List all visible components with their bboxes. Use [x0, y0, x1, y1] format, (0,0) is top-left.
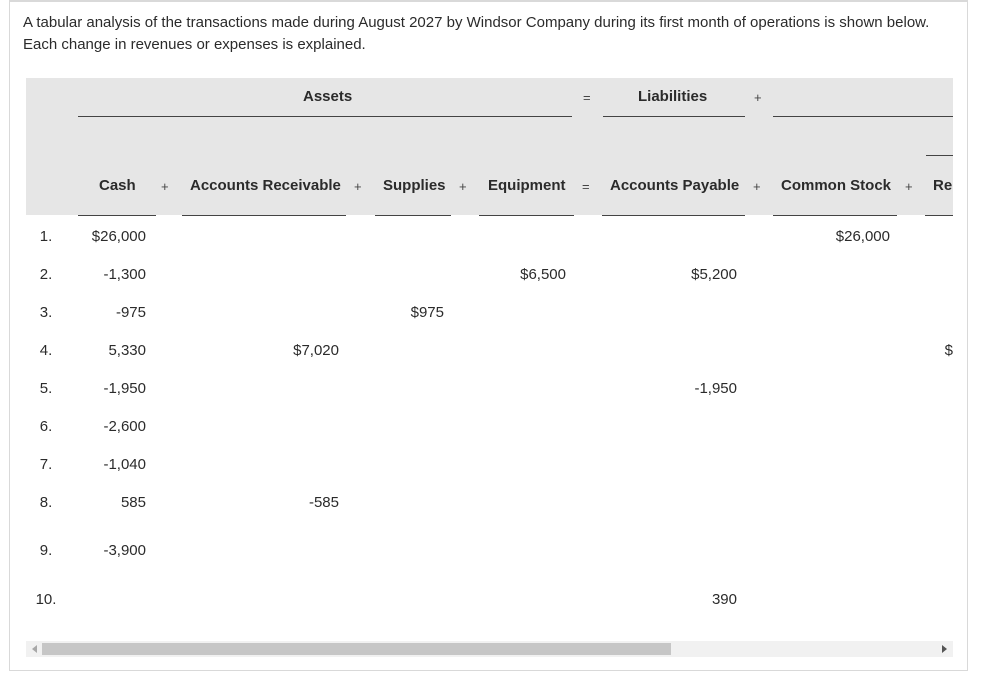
intro-text: A tabular analysis of the transactions m… — [23, 14, 930, 53]
equals-sign: = — [583, 90, 591, 105]
re-group-underline — [926, 155, 953, 156]
cash-underline — [78, 215, 156, 216]
scroll-right-icon[interactable] — [942, 645, 947, 653]
accounts-payable-cell: 390 — [711, 591, 737, 608]
cash-cell: -3,900 — [103, 542, 146, 559]
row-number: 4. — [39, 342, 53, 359]
accounts-payable-cell: -1,950 — [694, 380, 737, 397]
plus-sign: + — [754, 90, 762, 105]
cash-cell: 585 — [120, 494, 146, 511]
horizontal-scrollbar[interactable] — [26, 641, 953, 657]
col-header-accounts-receivable: Accounts Receivable — [190, 177, 341, 194]
plus-sign: + — [753, 179, 761, 194]
row-number: 10. — [35, 591, 57, 608]
cash-cell: -1,950 — [103, 380, 146, 397]
cash-cell: 5,330 — [108, 342, 146, 359]
supplies-underline — [375, 215, 451, 216]
equipment-cell: $6,500 — [520, 266, 566, 283]
col-header-accounts-payable: Accounts Payable — [610, 177, 740, 194]
supplies-cell: $975 — [410, 304, 444, 321]
row-number: 8. — [39, 494, 53, 511]
cash-cell: -1,300 — [103, 266, 146, 283]
equity-underline — [773, 116, 953, 117]
row-number: 2. — [39, 266, 53, 283]
ap-underline — [602, 215, 745, 216]
table-viewport: Assets = Liabilities + Cash + Accounts R… — [26, 78, 953, 638]
liabilities-underline — [603, 116, 745, 117]
col-header-common-stock: Common Stock — [781, 177, 892, 194]
accounts-receivable-cell: -585 — [308, 494, 339, 511]
plus-sign: + — [161, 179, 169, 194]
cash-cell: -975 — [115, 304, 146, 321]
accounts-receivable-cell: $7,020 — [293, 342, 339, 359]
row-number: 3. — [39, 304, 53, 321]
equals-sign: = — [582, 179, 590, 194]
cash-cell: $26,000 — [91, 228, 146, 245]
col-header-equipment: Equipment — [488, 177, 566, 194]
common-stock-cell: $26,000 — [835, 228, 890, 245]
row-number: 7. — [39, 456, 53, 473]
plus-sign: + — [354, 179, 362, 194]
plus-sign: + — [459, 179, 467, 194]
header-band — [26, 78, 953, 215]
cash-cell: -1,040 — [103, 456, 146, 473]
cs-underline — [773, 215, 897, 216]
equipment-underline — [479, 215, 574, 216]
col-header-retained-earnings: Re — [933, 177, 953, 194]
cash-cell: -2,600 — [103, 418, 146, 435]
row-number: 1. — [39, 228, 53, 245]
scroll-left-icon[interactable] — [32, 645, 37, 653]
row-number: 5. — [39, 380, 53, 397]
row-number: 6. — [39, 418, 53, 435]
ar-underline — [182, 215, 346, 216]
col-header-cash: Cash — [99, 177, 136, 194]
plus-sign: + — [905, 179, 913, 194]
row-number: 9. — [39, 542, 53, 559]
scrollbar-thumb[interactable] — [42, 643, 671, 655]
assets-underline — [78, 116, 572, 117]
liabilities-group-header: Liabilities — [638, 88, 708, 105]
retained-earnings-cell: $ — [944, 342, 953, 359]
col-header-supplies: Supplies — [383, 177, 446, 194]
re-underline — [925, 215, 953, 216]
accounts-payable-cell: $5,200 — [691, 266, 737, 283]
assets-group-header: Assets — [303, 88, 353, 105]
